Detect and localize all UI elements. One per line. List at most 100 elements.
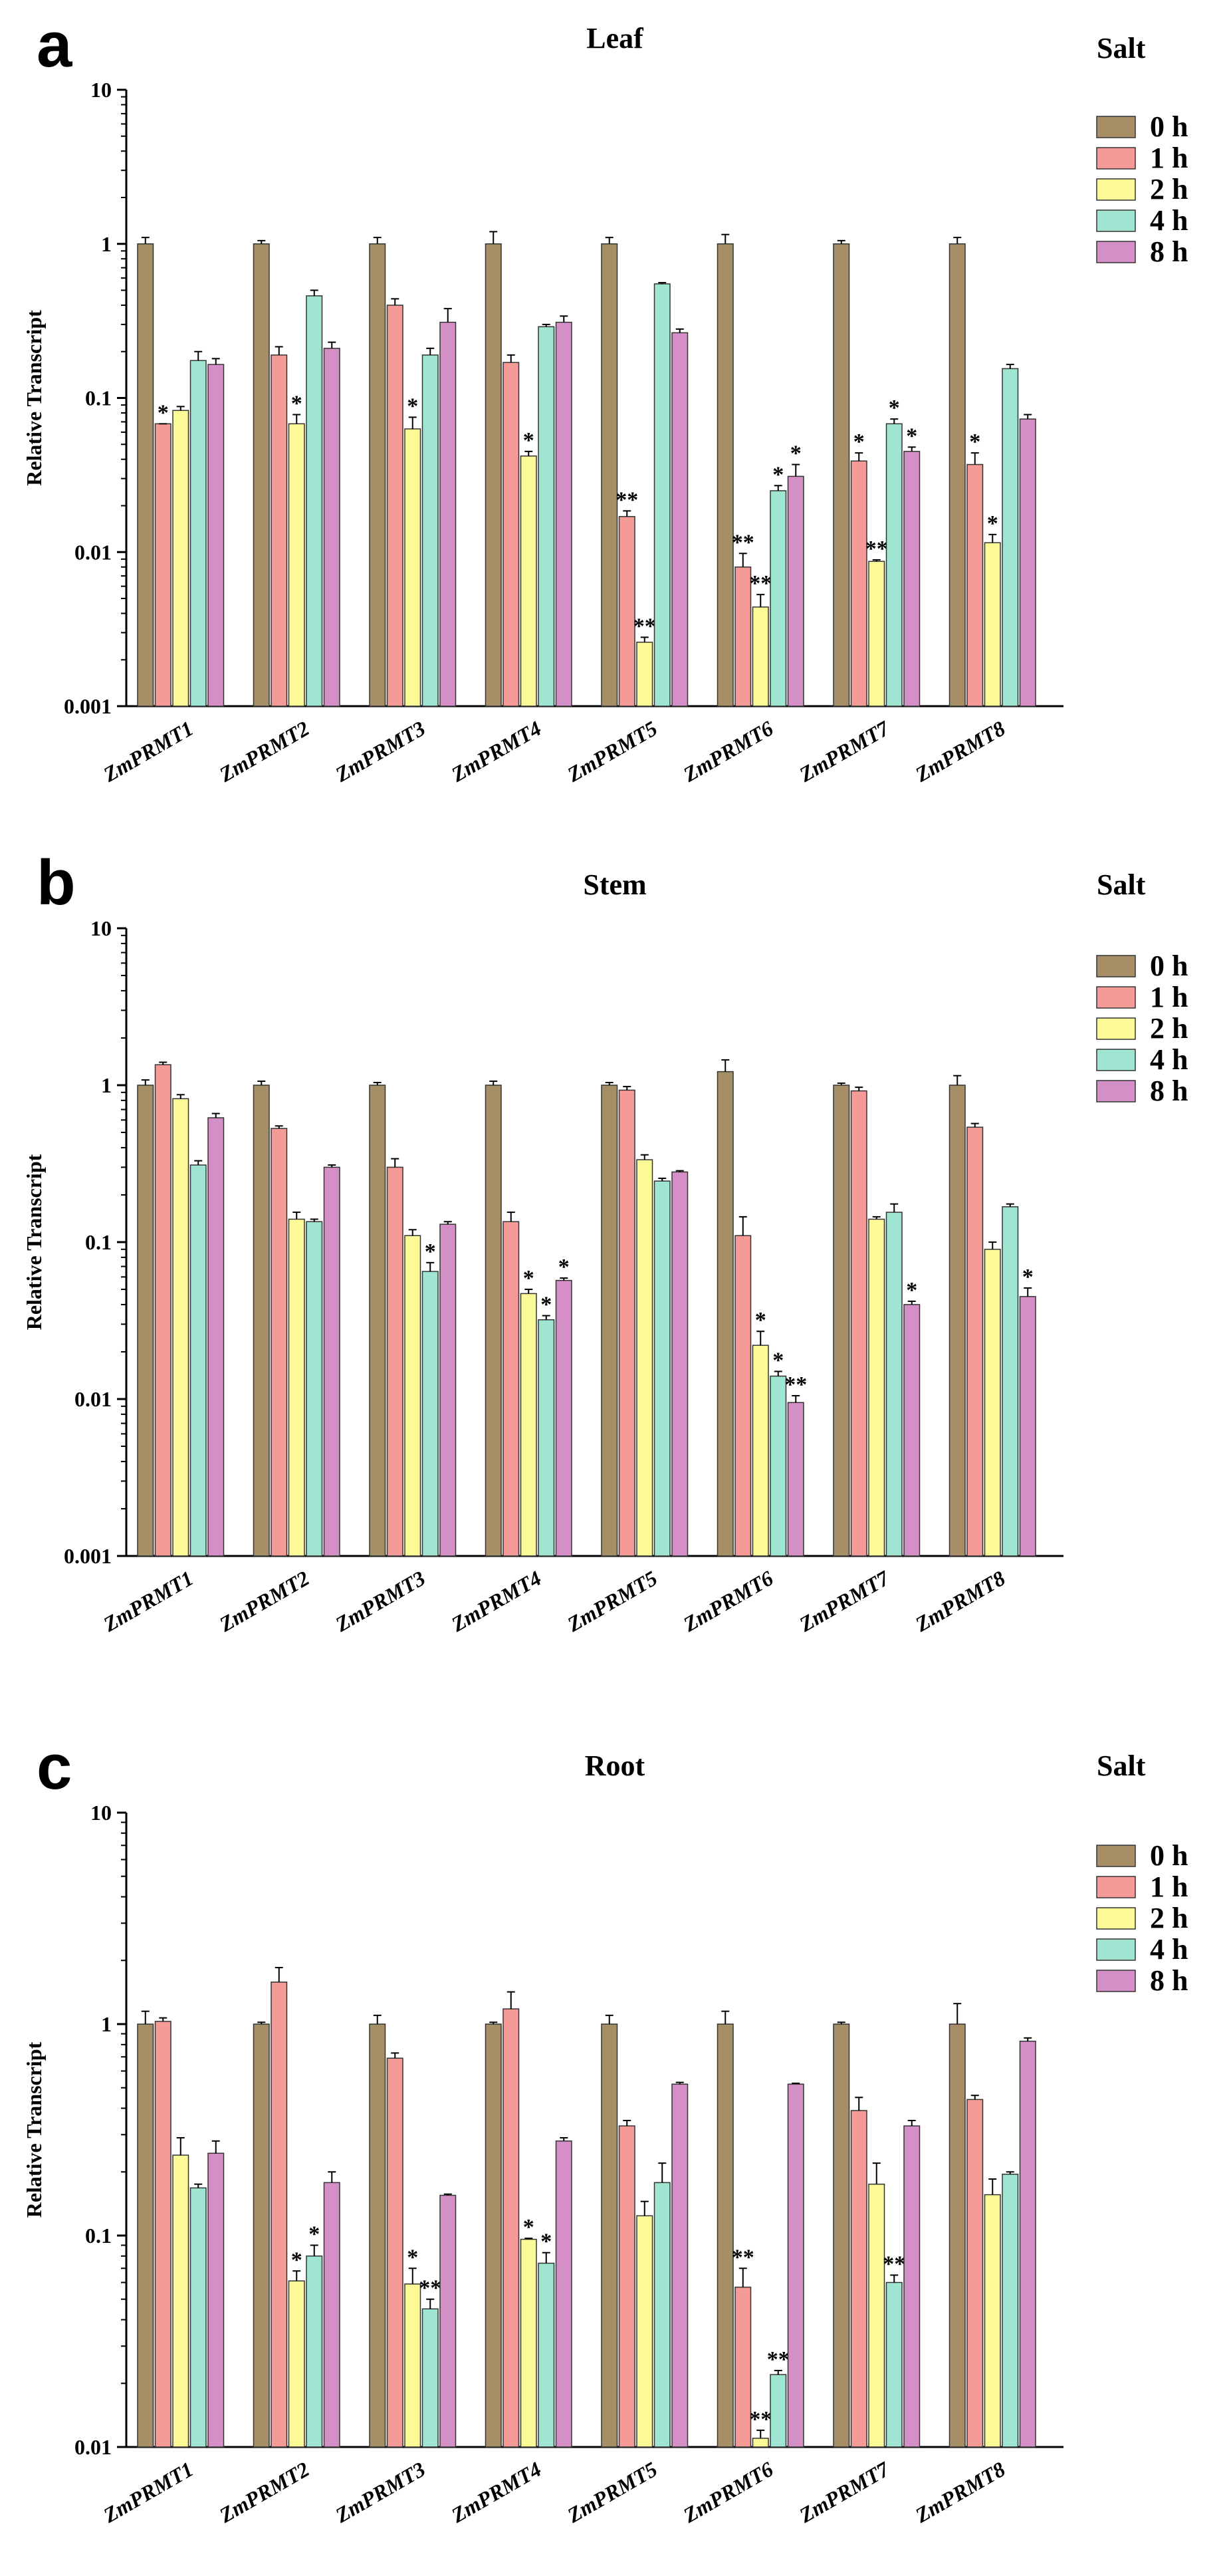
significance-mark: * bbox=[407, 2245, 418, 2269]
bar-1h-ZmPRMT3 bbox=[386, 1166, 403, 1557]
x-tick-label: ZmPRMT8 bbox=[911, 1566, 1009, 1636]
bar-0h-ZmPRMT7 bbox=[833, 243, 850, 707]
bar-0h-ZmPRMT3 bbox=[369, 243, 386, 707]
legend-label: 0 h bbox=[1150, 950, 1188, 982]
legend-title: Salt bbox=[1097, 32, 1146, 64]
bar-8h-ZmPRMT1 bbox=[207, 1117, 225, 1557]
significance-mark: * bbox=[540, 1293, 552, 1317]
bar-1h-ZmPRMT8 bbox=[966, 463, 984, 707]
bar-8h-ZmPRMT8 bbox=[1019, 1296, 1036, 1557]
bar-2h-ZmPRMT8 bbox=[984, 542, 1001, 707]
bar-8h-ZmPRMT6 bbox=[787, 1402, 804, 1557]
y-tick-label: 0.01 bbox=[74, 540, 112, 564]
bar-8h-ZmPRMT6 bbox=[787, 2083, 804, 2448]
legend-swatch bbox=[1096, 178, 1136, 201]
bar-2h-ZmPRMT6 bbox=[752, 1345, 769, 1557]
bar-0h-ZmPRMT6 bbox=[717, 2023, 734, 2448]
bar-2h-ZmPRMT8 bbox=[984, 2194, 1001, 2448]
bar-8h-ZmPRMT6 bbox=[787, 475, 804, 707]
bar-1h-ZmPRMT7 bbox=[850, 2110, 867, 2448]
y-tick-label: 0.001 bbox=[64, 694, 112, 718]
y-tick-label: 1 bbox=[101, 2012, 112, 2036]
legend-label: 4 h bbox=[1150, 204, 1188, 237]
legend-label: 4 h bbox=[1150, 1043, 1188, 1076]
bar-4h-ZmPRMT6 bbox=[770, 1375, 787, 1557]
significance-mark: * bbox=[772, 1348, 784, 1372]
bar-8h-ZmPRMT2 bbox=[323, 2182, 340, 2448]
y-tick-label: 10 bbox=[90, 916, 112, 940]
bar-4h-ZmPRMT6 bbox=[770, 2374, 787, 2448]
y-tick-label: 0.1 bbox=[85, 386, 112, 410]
bar-0h-ZmPRMT5 bbox=[601, 2023, 618, 2448]
bar-8h-ZmPRMT2 bbox=[323, 348, 340, 707]
panel-letter: b bbox=[37, 847, 76, 918]
bar-4h-ZmPRMT7 bbox=[885, 1212, 903, 1557]
bar-8h-ZmPRMT4 bbox=[555, 1279, 572, 1557]
bar-1h-ZmPRMT7 bbox=[850, 460, 867, 707]
bar-4h-ZmPRMT4 bbox=[538, 326, 555, 707]
y-axis-label: Relative Transcript bbox=[22, 1154, 46, 1330]
chart-panel-b: b Stem Salt Relative Transcript 0.001 0.01 0.1… bbox=[22, 847, 1188, 1636]
legend-label: 2 h bbox=[1150, 1902, 1188, 1934]
bar-2h-ZmPRMT1 bbox=[172, 2154, 189, 2448]
bar-1h-ZmPRMT5 bbox=[618, 2125, 635, 2448]
x-tick-label: ZmPRMT4 bbox=[447, 1566, 545, 1636]
x-tick-label: ZmPRMT6 bbox=[679, 2457, 777, 2527]
significance-mark: ** bbox=[732, 2245, 754, 2269]
bar-1h-ZmPRMT1 bbox=[154, 1064, 171, 1557]
bar-2h-ZmPRMT7 bbox=[868, 1218, 885, 1557]
bar-2h-ZmPRMT4 bbox=[520, 455, 537, 707]
significance-mark: * bbox=[906, 424, 917, 448]
bar-0h-ZmPRMT1 bbox=[137, 1085, 154, 1557]
bar-0h-ZmPRMT2 bbox=[253, 1085, 270, 1557]
bar-8h-ZmPRMT5 bbox=[671, 2083, 689, 2448]
bar-8h-ZmPRMT7 bbox=[903, 2125, 921, 2448]
bar-4h-ZmPRMT6 bbox=[770, 490, 787, 707]
bar-1h-ZmPRMT6 bbox=[734, 1235, 752, 1557]
significance-mark: * bbox=[969, 430, 980, 454]
bar-8h-ZmPRMT3 bbox=[439, 1224, 457, 1557]
bar-4h-ZmPRMT7 bbox=[885, 423, 903, 707]
x-tick-label: ZmPRMT6 bbox=[679, 716, 777, 787]
significance-mark: ** bbox=[749, 571, 772, 596]
bar-8h-ZmPRMT2 bbox=[323, 1166, 340, 1557]
x-tick-label: ZmPRMT6 bbox=[679, 1566, 777, 1636]
legend-swatch bbox=[1096, 1017, 1136, 1040]
significance-mark: * bbox=[523, 428, 534, 453]
significance-mark: * bbox=[407, 394, 418, 418]
bar-2h-ZmPRMT3 bbox=[404, 428, 421, 707]
bar-8h-ZmPRMT3 bbox=[439, 321, 457, 707]
x-tick-label: ZmPRMT2 bbox=[215, 2457, 313, 2527]
legend-swatch bbox=[1096, 209, 1136, 232]
bar-0h-ZmPRMT7 bbox=[833, 1085, 850, 1557]
bar-8h-ZmPRMT3 bbox=[439, 2194, 457, 2448]
chart-panel-a: a Leaf Salt Relative Transcript 0.001 0.01 0.1… bbox=[22, 9, 1188, 787]
bar-1h-ZmPRMT2 bbox=[271, 1128, 288, 1557]
y-tick-label: 10 bbox=[90, 78, 112, 102]
bar-0h-ZmPRMT8 bbox=[949, 2023, 966, 2448]
legend-label: 8 h bbox=[1150, 235, 1188, 268]
legend-swatch bbox=[1096, 1876, 1136, 1898]
significance-mark: ** bbox=[749, 2407, 772, 2432]
bar-2h-ZmPRMT3 bbox=[404, 2283, 421, 2448]
x-tick-label: ZmPRMT7 bbox=[795, 715, 895, 787]
legend-label: 0 h bbox=[1150, 110, 1188, 143]
bar-2h-ZmPRMT2 bbox=[288, 423, 305, 707]
bar-0h-ZmPRMT3 bbox=[369, 1085, 386, 1557]
bar-2h-ZmPRMT6 bbox=[752, 2438, 769, 2448]
legend-swatch bbox=[1096, 1049, 1136, 1071]
legend-swatch bbox=[1096, 1845, 1136, 1867]
bar-4h-ZmPRMT1 bbox=[189, 1164, 207, 1557]
x-tick-label: ZmPRMT5 bbox=[563, 2457, 661, 2527]
x-tick-label: ZmPRMT4 bbox=[447, 716, 545, 787]
legend-label: 0 h bbox=[1150, 1839, 1188, 1872]
bar-0h-ZmPRMT1 bbox=[137, 2023, 154, 2448]
bar-2h-ZmPRMT5 bbox=[636, 642, 653, 707]
y-axis-label: Relative Transcript bbox=[22, 2041, 46, 2218]
bar-0h-ZmPRMT8 bbox=[949, 1085, 966, 1557]
x-tick-label: ZmPRMT2 bbox=[215, 1566, 313, 1636]
bar-4h-ZmPRMT1 bbox=[189, 2187, 207, 2448]
bar-4h-ZmPRMT5 bbox=[653, 2182, 671, 2448]
